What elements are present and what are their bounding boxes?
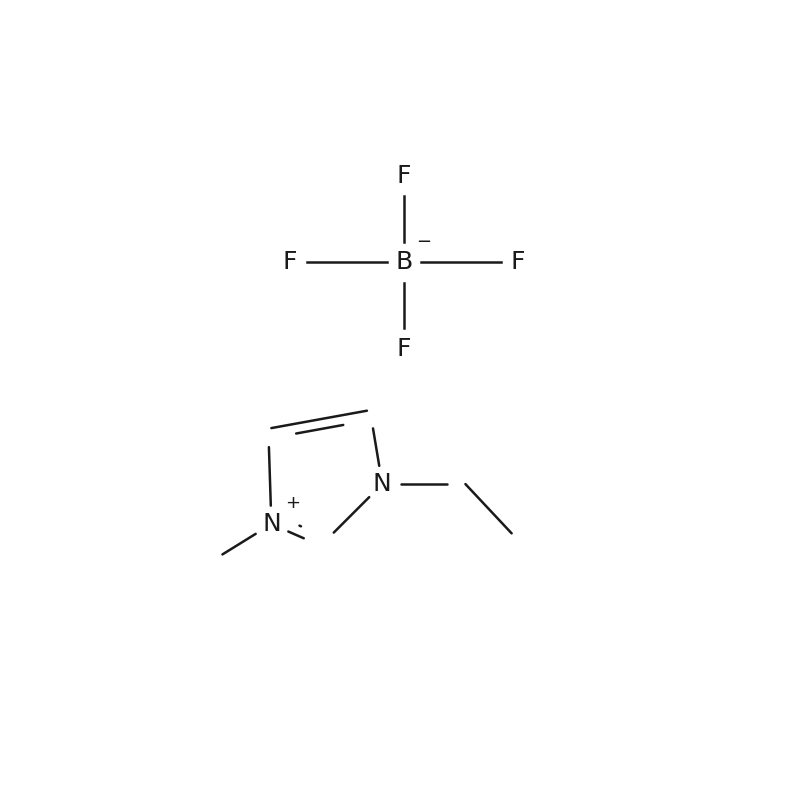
Text: F: F xyxy=(397,337,411,361)
Text: N: N xyxy=(373,472,392,496)
Text: F: F xyxy=(397,164,411,188)
Text: +: + xyxy=(285,494,300,512)
Text: F: F xyxy=(510,250,525,274)
Text: −: − xyxy=(416,234,431,251)
Text: B: B xyxy=(395,250,413,274)
Text: F: F xyxy=(282,250,297,274)
Text: N: N xyxy=(262,512,281,536)
